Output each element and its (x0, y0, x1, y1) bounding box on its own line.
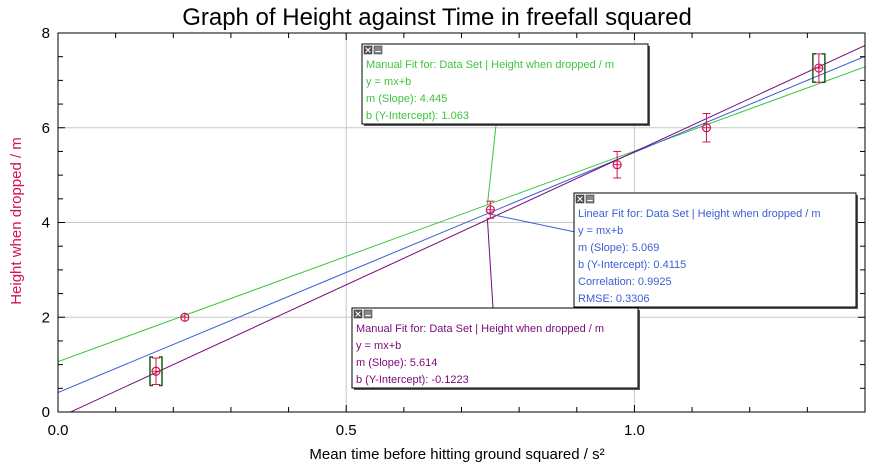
x-tick-label: 0.5 (336, 422, 357, 439)
fit-info-box: Manual Fit for: Data Set | Height when d… (351, 307, 640, 390)
data-point (814, 53, 824, 83)
fit-annotation-boxes: Manual Fit for: Data Set | Height when d… (351, 43, 858, 390)
selection-bracket (812, 53, 826, 84)
bracket-shape (149, 356, 153, 387)
bracket-shape (158, 356, 163, 387)
y-tick-label: 4 (42, 215, 50, 232)
fit-line (58, 55, 865, 393)
fit-info-line: y = mx+b (356, 340, 401, 352)
fit-info-box: Linear Fit for: Data Set | Height when d… (573, 192, 858, 309)
data-point (180, 312, 190, 322)
selection-bracket (149, 356, 163, 387)
fit-info-box: Manual Fit for: Data Set | Height when d… (361, 43, 650, 126)
x-tick-label: 1.0 (624, 422, 645, 439)
fit-info-line: Linear Fit for: Data Set | Height when d… (578, 208, 821, 220)
x-axis-label: Mean time before hitting ground squared … (309, 446, 604, 463)
y-tick-label: 6 (42, 120, 50, 137)
close-icon-x (365, 47, 371, 53)
y-tick-label: 2 (42, 309, 50, 326)
data-point (701, 113, 712, 143)
fit-connector (487, 213, 576, 233)
minimize-icon[interactable] (585, 194, 595, 204)
close-icon[interactable] (575, 194, 585, 204)
fit-info-line: RMSE: 0.3306 (578, 293, 650, 305)
y-axis-label: Height when dropped / m (8, 137, 25, 305)
minimize-icon[interactable] (363, 309, 373, 319)
minimize-icon-bg (363, 309, 373, 319)
fit-info-line: y = mx+b (578, 225, 623, 237)
fit-line (69, 44, 865, 412)
fit-connectors (486, 124, 576, 309)
fit-connector (486, 124, 497, 205)
data-point (151, 357, 161, 386)
bracket-shape (821, 53, 826, 84)
minimize-icon-bg (585, 194, 595, 204)
data-points (149, 53, 826, 387)
data-point (612, 150, 622, 179)
fit-info-line: b (Y-Intercept): -0.1223 (356, 374, 469, 386)
fit-info-line: Manual Fit for: Data Set | Height when d… (356, 323, 604, 335)
fit-lines (58, 44, 865, 412)
box-frame (361, 43, 649, 125)
minimize-icon[interactable] (373, 45, 383, 55)
x-tick-label: 0.0 (48, 422, 69, 439)
y-tick-label: 8 (42, 25, 50, 42)
box-frame (573, 192, 857, 308)
fit-info-line: Manual Fit for: Data Set | Height when d… (366, 59, 614, 71)
close-icon-x (577, 196, 583, 202)
fit-connector (486, 219, 494, 309)
minimize-icon-bg (373, 45, 383, 55)
box-frame (351, 307, 639, 389)
axes: 0.0 0.5 1.0 0 2 4 6 8 (42, 25, 866, 439)
chart-title: Graph of Height against Time in freefall… (182, 4, 692, 31)
fit-info-line: b (Y-Intercept): 1.063 (366, 110, 469, 122)
fit-info-line: Correlation: 0.9925 (578, 276, 672, 288)
close-icon[interactable] (363, 45, 373, 55)
fit-line (58, 66, 865, 363)
y-tick-label: 0 (42, 404, 50, 421)
data-point (485, 200, 495, 219)
close-icon-x (355, 311, 361, 317)
fit-info-line: m (Slope): 5.614 (356, 357, 437, 369)
close-icon[interactable] (353, 309, 363, 319)
fit-info-line: m (Slope): 4.445 (366, 93, 447, 105)
bracket-shape (812, 53, 816, 84)
fit-info-line: y = mx+b (366, 76, 411, 88)
fit-info-line: b (Y-Intercept): 0.4115 (578, 259, 686, 271)
fit-info-line: m (Slope): 5.069 (578, 242, 659, 254)
